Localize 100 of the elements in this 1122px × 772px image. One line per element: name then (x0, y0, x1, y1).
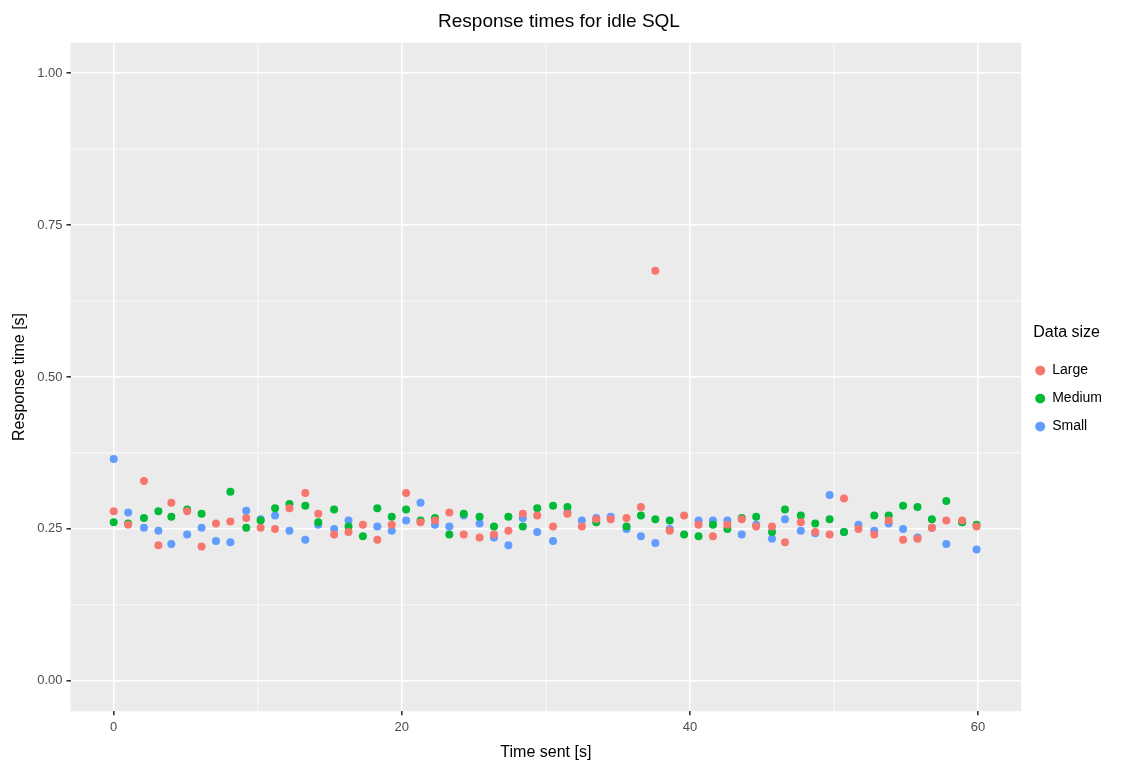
point (651, 515, 660, 524)
point (197, 509, 206, 518)
point (242, 513, 251, 522)
point (913, 503, 922, 512)
point (109, 518, 118, 527)
point (752, 512, 761, 521)
point (197, 542, 206, 551)
point (330, 530, 339, 539)
point (549, 501, 558, 510)
point (226, 538, 235, 547)
point (622, 513, 631, 522)
point (167, 512, 176, 521)
y-axis-title: Response time [s] (10, 312, 28, 442)
point (242, 506, 251, 515)
point (139, 476, 148, 485)
point (301, 535, 310, 544)
point (737, 530, 746, 539)
point (854, 524, 863, 533)
point (518, 522, 527, 531)
point (242, 523, 251, 532)
point (504, 541, 513, 550)
point (109, 455, 118, 464)
point (358, 532, 367, 541)
legend-label: Small (1052, 417, 1088, 434)
x-tick-label: 40 (682, 718, 698, 734)
point (211, 519, 220, 528)
point (445, 508, 454, 517)
point (475, 512, 484, 521)
point (183, 530, 192, 539)
point (197, 523, 206, 532)
x-tick-label: 60 (970, 718, 986, 734)
point (796, 518, 805, 527)
point (402, 505, 411, 514)
point (271, 504, 280, 513)
point (723, 520, 732, 529)
y-tick-label: 0.25 (37, 520, 63, 536)
point (167, 540, 176, 549)
point (708, 532, 717, 541)
point (694, 532, 703, 541)
point (504, 512, 513, 521)
point (577, 516, 586, 525)
x-axis-title: Time sent [s] (500, 742, 592, 760)
legend-label: Large (1052, 361, 1089, 378)
point (577, 522, 586, 531)
point (927, 515, 936, 524)
point (154, 541, 163, 550)
point (301, 501, 310, 510)
point (490, 522, 498, 531)
point (825, 515, 834, 524)
chart-title: Response times for idle SQL (438, 9, 680, 31)
point (636, 511, 645, 520)
point (402, 516, 411, 525)
point (139, 523, 148, 532)
point (301, 489, 310, 498)
y-tick-label: 1.00 (37, 64, 63, 80)
point (475, 533, 484, 542)
point (154, 526, 163, 535)
y-tick-label: 0.50 (37, 368, 63, 384)
point (445, 530, 454, 539)
point (533, 504, 542, 513)
point (167, 498, 176, 507)
point (840, 494, 849, 503)
point (680, 511, 689, 520)
point (780, 505, 789, 514)
point (314, 509, 323, 518)
point (796, 526, 805, 535)
point (899, 535, 908, 544)
point (124, 508, 133, 517)
point (694, 520, 703, 529)
point (285, 504, 294, 513)
point (109, 507, 118, 516)
point (563, 503, 572, 512)
point (459, 530, 468, 539)
point (825, 530, 834, 539)
x-tick-label: 20 (394, 718, 410, 734)
point (651, 266, 660, 275)
point (768, 534, 777, 543)
point (942, 516, 951, 525)
point (780, 538, 789, 547)
point (330, 505, 339, 514)
point (780, 515, 789, 524)
point (636, 503, 645, 512)
point (373, 522, 382, 531)
point (445, 522, 454, 531)
point (344, 527, 353, 536)
point (271, 511, 280, 520)
point (942, 540, 951, 549)
point (387, 512, 396, 521)
point (972, 545, 981, 554)
point (373, 504, 382, 513)
point (139, 513, 148, 522)
point (226, 517, 235, 526)
point (271, 524, 280, 533)
point (533, 527, 542, 536)
point (825, 490, 834, 499)
y-tick-label: 0.00 (37, 672, 63, 688)
x-tick-label: 0 (110, 718, 118, 734)
point (504, 526, 513, 535)
point (373, 535, 382, 544)
point (870, 530, 879, 539)
